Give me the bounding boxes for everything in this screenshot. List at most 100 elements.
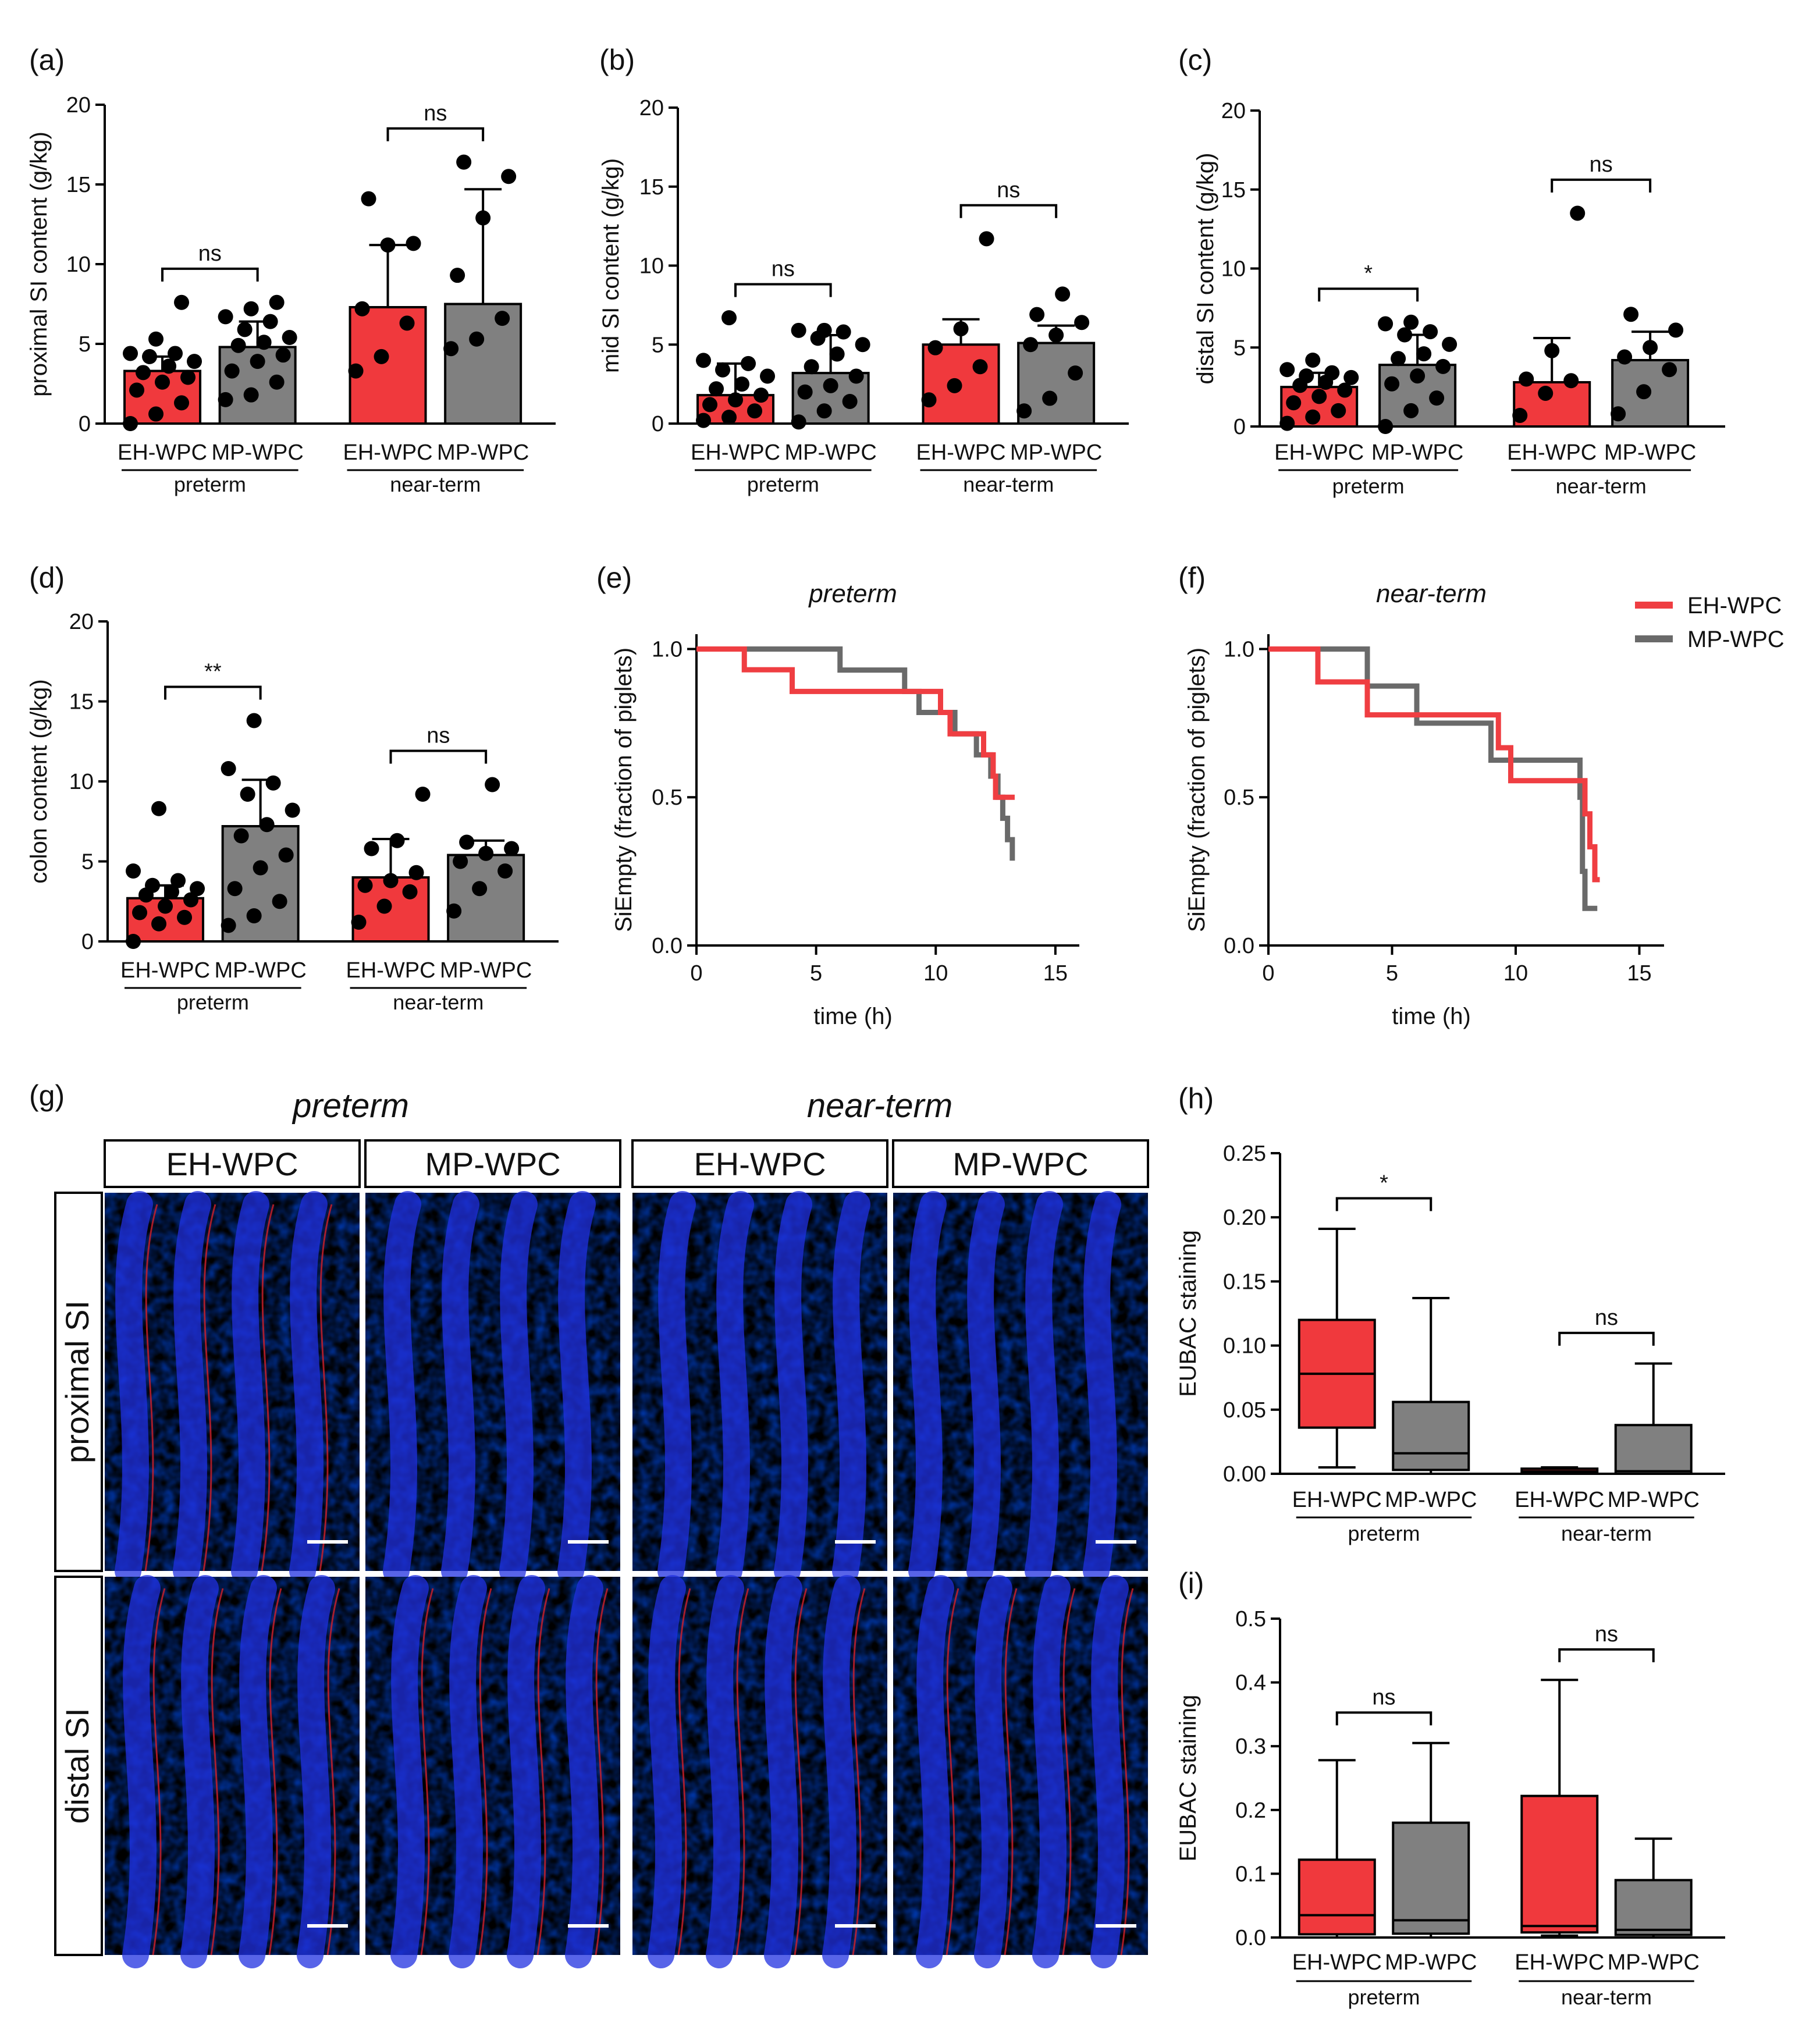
data-point: [497, 863, 513, 879]
eubac-signal: [478, 1588, 492, 1956]
x-axis-label: time (h): [813, 1004, 893, 1029]
data-point: [1029, 307, 1045, 322]
data-point: [348, 363, 364, 379]
data-point: [1305, 409, 1321, 425]
legend: EH-WPC MP-WPC: [1635, 593, 1785, 652]
significance-label: *: [1380, 1171, 1388, 1195]
significance-label: **: [204, 660, 222, 684]
significance-bracket: [959, 204, 1058, 218]
box: [1392, 1821, 1470, 1935]
data-point: [709, 381, 724, 397]
data-point: [1636, 384, 1652, 400]
eubac-signal: [152, 1588, 166, 1956]
data-point: [1042, 390, 1058, 406]
column-header-box: [631, 1139, 888, 1188]
y-tick-label: 0.2: [1235, 1798, 1266, 1823]
bar: [444, 303, 522, 425]
data-point: [721, 410, 737, 425]
data-point: [972, 359, 988, 375]
data-point: [855, 337, 870, 353]
significance-label: ns: [1590, 152, 1613, 177]
data-point: [174, 294, 190, 310]
villus: [115, 1191, 153, 1584]
category-label: EH-WPC: [691, 440, 780, 465]
data-point: [187, 354, 202, 369]
data-point: [399, 315, 415, 331]
significance-label: ns: [1595, 1622, 1618, 1647]
data-point: [177, 909, 193, 925]
data-point: [129, 382, 145, 398]
data-point: [1668, 322, 1684, 338]
data-point: [383, 873, 399, 888]
data-point: [478, 845, 494, 861]
category-label: MP-WPC: [1010, 440, 1102, 465]
villus: [657, 1191, 696, 1584]
column-header: EH-WPC: [166, 1146, 298, 1182]
data-point: [389, 833, 405, 848]
x-axis-label: time (h): [1392, 1004, 1471, 1029]
data-point: [1279, 415, 1295, 431]
column-header-box: [104, 1139, 361, 1188]
data-point: [123, 346, 138, 361]
villus: [648, 1575, 686, 1968]
data-point: [145, 877, 161, 893]
data-point: [453, 854, 468, 869]
row-header-box: [54, 1576, 103, 1956]
chart-a: (a) 0 5 10 15 20 proximal SI content (g/kg) EH-…: [26, 44, 556, 496]
data-point: [155, 374, 170, 390]
y-tick-label: 10: [66, 253, 91, 277]
y-tick-label: 15: [639, 175, 664, 200]
significance-bracket: [1335, 1711, 1432, 1726]
data-point: [415, 787, 431, 802]
significance-label: ns: [1595, 1306, 1618, 1330]
y-tick-label: 5: [1234, 336, 1246, 360]
data-point: [151, 801, 167, 816]
column-header: EH-WPC: [694, 1146, 826, 1182]
significance-bracket: [1558, 1648, 1655, 1662]
data-point: [1662, 362, 1677, 378]
data-point: [364, 841, 379, 856]
eubac-signal: [794, 1588, 808, 1956]
eubac-signal: [1120, 1588, 1134, 1956]
x-tick-label: 15: [1627, 961, 1651, 986]
data-point: [495, 311, 510, 326]
data-point: [1643, 340, 1658, 356]
villus: [239, 1575, 277, 1968]
data-point: [501, 169, 517, 184]
data-point: [696, 413, 712, 428]
eubac-signal: [420, 1588, 434, 1956]
y-tick-label: 0.00: [1223, 1462, 1266, 1487]
data-point: [836, 324, 851, 340]
data-point: [278, 847, 294, 863]
significance-label: ns: [424, 101, 447, 126]
data-point: [1611, 406, 1626, 422]
data-point: [1023, 337, 1039, 353]
data-point: [1324, 365, 1340, 381]
x-tick-label: 0: [1262, 961, 1274, 986]
data-point: [1423, 324, 1438, 340]
data-point: [1570, 205, 1586, 221]
data-point: [797, 384, 813, 400]
y-tick-label: 10: [69, 770, 94, 794]
villus: [441, 1191, 479, 1584]
group-label: preterm: [1348, 1985, 1420, 2009]
data-point: [696, 353, 712, 368]
y-tick-label: 20: [66, 93, 91, 118]
group-label: near-term: [390, 472, 481, 496]
data-point: [804, 359, 819, 375]
chart-c: (c) 0 5 10 15 20 distal SI content (g/kg) EH-WP…: [1178, 44, 1725, 498]
villus: [557, 1191, 596, 1584]
data-point: [221, 918, 236, 933]
chart-e: (e) preterm 0.0 0.5 1.0 0 5 10 15 time (h) SiEmpty…: [596, 561, 1079, 1029]
micrograph-tile: [632, 1191, 887, 1584]
data-point: [459, 834, 475, 850]
row-header: proximal SI: [59, 1300, 95, 1463]
panel-label: (c): [1178, 44, 1212, 76]
category-label: EH-WPC: [346, 958, 435, 983]
category-label: EH-WPC: [343, 440, 432, 465]
column-header: MP-WPC: [952, 1146, 1088, 1182]
data-point: [456, 154, 472, 170]
data-point: [1563, 373, 1579, 389]
data-point: [275, 347, 291, 363]
